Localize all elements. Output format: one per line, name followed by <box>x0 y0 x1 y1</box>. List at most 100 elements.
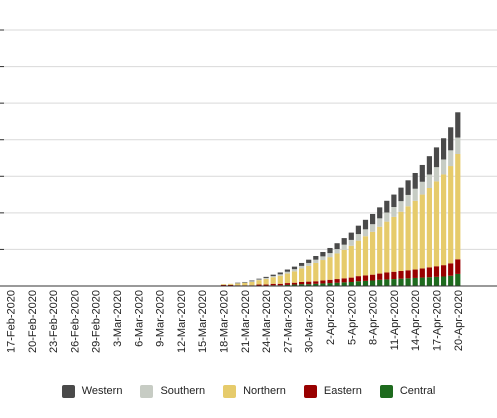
bar-segment-northern <box>384 221 390 273</box>
x-axis: 17-Feb-2020 20-Feb-2020 23-Feb-2020 26-Feb-… <box>0 285 497 353</box>
bar-segment-southern <box>306 262 312 266</box>
x-tick-label: 15-Mar-2020 <box>197 290 209 353</box>
bar-segment-northern <box>426 187 432 268</box>
bar-segment-eastern <box>299 281 305 285</box>
x-tick-label: 20-Feb-2020 <box>27 290 39 353</box>
bar-segment-eastern <box>455 259 461 274</box>
bar-segment-western <box>433 147 440 168</box>
bar-segment-western <box>377 207 383 219</box>
legend-item-eastern: Eastern <box>303 384 362 398</box>
bar-segment-southern <box>405 194 411 207</box>
bar-segment-southern <box>441 159 447 175</box>
bar-segment-southern <box>313 259 319 263</box>
bar-segment-western <box>448 127 454 151</box>
bar-segment-northern <box>277 275 283 284</box>
bar-segment-eastern <box>228 284 234 286</box>
bar-segment-northern <box>405 206 411 271</box>
bar-segment-northern <box>448 166 454 264</box>
bar-segment-western <box>327 247 333 254</box>
bar-segment-eastern <box>426 267 432 278</box>
bar-segment-central <box>341 282 347 286</box>
bar-segment-northern <box>270 277 276 284</box>
bar-segment-central <box>448 275 454 286</box>
bar-segment-northern <box>377 226 383 274</box>
bar-segment-southern <box>412 188 418 201</box>
bar-segment-central <box>313 283 319 286</box>
bar-segment-southern <box>341 244 347 250</box>
bar-segment-central <box>398 278 404 286</box>
bar-segment-central <box>412 277 418 286</box>
bar-segment-southern <box>370 224 376 232</box>
bar-segment-western <box>242 281 248 283</box>
bar-segment-southern <box>334 249 340 254</box>
bar-segment-central <box>377 279 383 286</box>
bar-segment-central <box>426 277 432 286</box>
legend-label: Eastern <box>323 385 362 397</box>
bar-segment-western <box>284 269 290 272</box>
x-tick-label: 30-Mar-2020 <box>304 290 316 353</box>
x-tick-label: 20-Apr-2020 <box>453 290 465 351</box>
bar-segment-southern <box>291 269 298 272</box>
x-tick-label: 17-Apr-2020 <box>432 290 444 351</box>
bar-segment-eastern <box>391 271 397 280</box>
x-tick-label: 9-Mar-2020 <box>155 290 167 347</box>
bar-segment-eastern <box>370 274 376 281</box>
x-tick-label: 11-Apr-2020 <box>389 290 401 350</box>
bar-segment-western <box>270 274 276 277</box>
bar-segment-northern <box>242 282 248 286</box>
bar-segment-central <box>320 283 326 286</box>
bar-segment-northern <box>419 194 425 269</box>
x-tick-label: 14-Apr-2020 <box>410 290 422 351</box>
legend-swatch <box>61 384 75 398</box>
x-tick-label: 5-Apr-2020 <box>346 290 358 345</box>
bar-segment-central <box>433 276 440 286</box>
bar-segment-central <box>334 282 340 286</box>
bar-segment-northern <box>370 231 376 275</box>
bar-segment-eastern <box>263 284 269 286</box>
legend-item-western: Western <box>61 384 123 398</box>
bar-segment-northern <box>455 153 461 260</box>
bar-segment-central <box>370 280 376 286</box>
legend-label: Western <box>81 385 123 397</box>
legend-label: Southern <box>160 385 206 397</box>
bar-segment-western <box>455 112 461 138</box>
bar-segment-eastern <box>398 271 404 279</box>
bar-segment-southern <box>299 265 305 269</box>
bar-segment-southern <box>377 218 383 227</box>
bar-segment-northern <box>433 181 440 267</box>
bar-segment-eastern <box>377 273 383 280</box>
bar-segment-eastern <box>306 281 312 285</box>
bar-segment-eastern <box>448 263 454 276</box>
bar-segment-northern <box>249 281 255 286</box>
bar-segment-eastern <box>284 283 290 285</box>
bar-segment-eastern <box>341 278 347 283</box>
bar-segment-central <box>291 284 298 286</box>
bar-segment-eastern <box>362 275 369 281</box>
bar-segment-western <box>441 138 447 160</box>
bar-segment-western <box>277 272 283 275</box>
legend-label: Central <box>399 385 436 397</box>
bar-segment-western <box>291 266 298 270</box>
bar-segment-northern <box>220 284 227 285</box>
bar-segment-southern <box>348 239 354 246</box>
bar-segment-western <box>405 180 411 195</box>
bar-segment-northern <box>341 249 347 279</box>
bar-segment-eastern <box>220 284 227 286</box>
bar-segment-southern <box>419 181 425 195</box>
bar-segment-central <box>405 278 411 286</box>
bar-segment-northern <box>256 280 262 285</box>
bar-segment-western <box>398 187 404 202</box>
bar-segment-western <box>362 219 369 230</box>
bar-segment-western <box>391 194 397 207</box>
bar-segment-western <box>306 259 312 263</box>
bar-segment-northern <box>391 216 397 272</box>
bar-segment-central <box>384 279 390 286</box>
bar-segment-northern <box>313 262 319 282</box>
bar-segment-eastern <box>441 265 447 277</box>
bar-segment-southern <box>249 281 255 282</box>
bar-segment-northern <box>284 273 290 284</box>
bar-segment-northern <box>263 279 269 285</box>
bar-segment-northern <box>235 283 241 286</box>
x-tick-label: 2-Apr-2020 <box>325 290 337 345</box>
